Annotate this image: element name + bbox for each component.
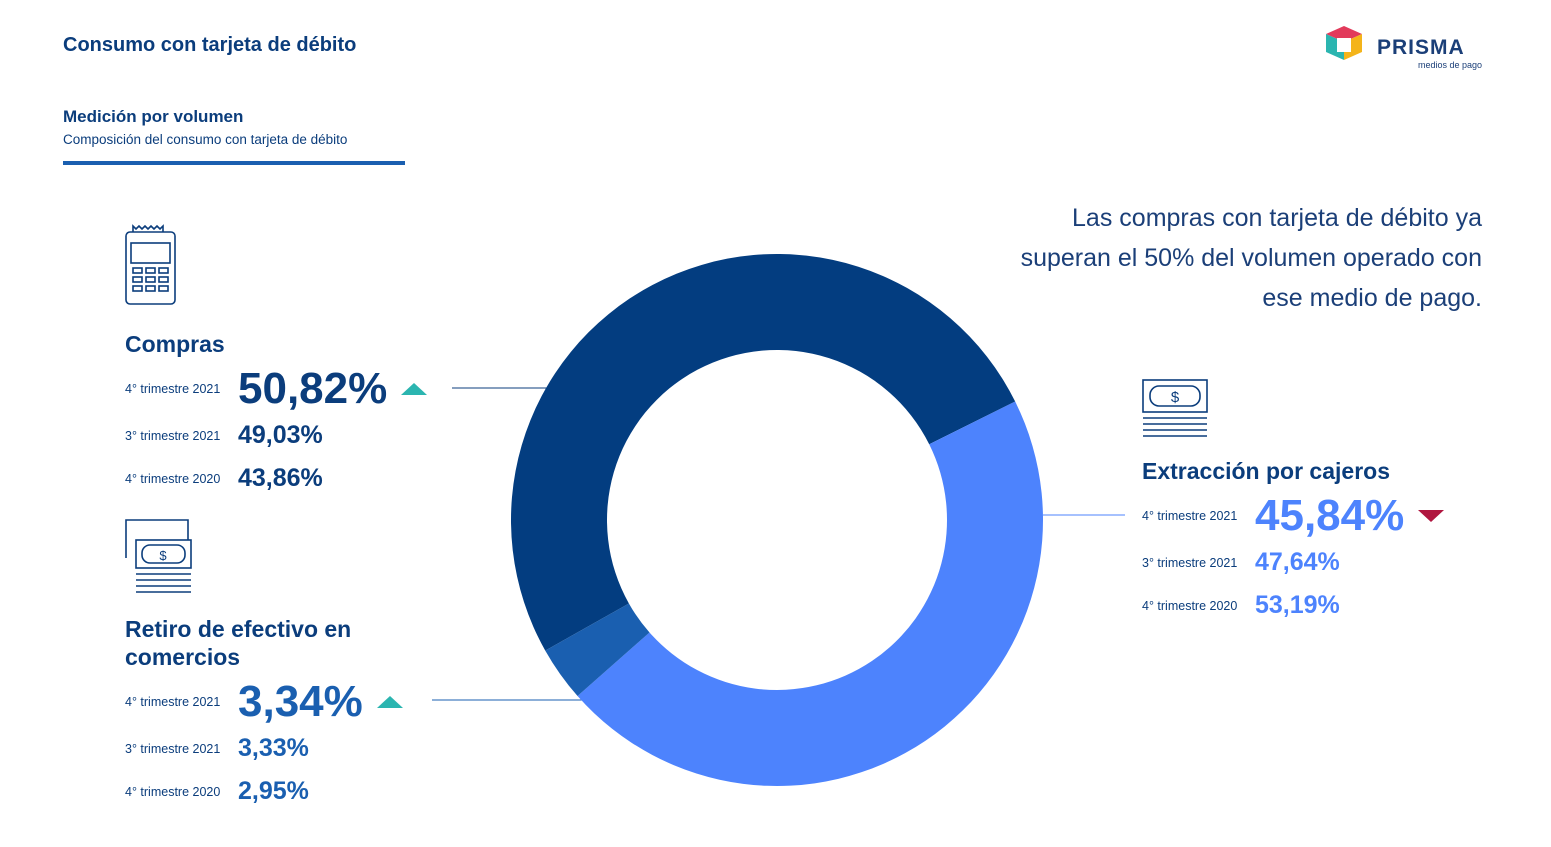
value-label: 43,86% — [238, 464, 323, 492]
value-row: 3° trimestre 2021 47,64% — [1142, 541, 1444, 584]
value-row: 4° trimestre 2021 3,34% — [125, 677, 403, 727]
value-label: 50,82% — [238, 364, 388, 413]
category-group: Compras 4° trimestre 2021 50,82% 3° trimest… — [125, 330, 428, 500]
icon-glyph: $ — [159, 548, 167, 563]
category-label: Compras — [125, 331, 225, 357]
value-label: 49,03% — [238, 421, 323, 449]
category-label: Extracción por cajeros — [1142, 458, 1390, 484]
value-row: 4° trimestre 2021 50,82% — [125, 364, 428, 414]
period-label: 4° trimestre 2021 — [125, 695, 221, 709]
value-label: 45,84% — [1255, 491, 1405, 540]
icon-glyph: $ — [1171, 389, 1180, 406]
logo-name: PRISMA — [1377, 36, 1465, 59]
donut-segment — [510, 253, 1016, 651]
value-row: 4° trimestre 2020 2,95% — [125, 770, 403, 813]
category-group: Retiro de efectivo en comercios 4° trimes… — [125, 615, 403, 813]
trend-arrow — [401, 383, 428, 395]
period-label: 3° trimestre 2021 — [1142, 555, 1238, 570]
donut-segment — [545, 603, 650, 696]
value-label: 3,34% — [238, 677, 363, 726]
value-row: 3° trimestre 2021 49,03% — [125, 414, 427, 457]
value-label: 2,95% — [238, 777, 309, 805]
trend-arrow — [376, 696, 403, 708]
value-row: 4° trimestre 2020 43,86% — [125, 457, 427, 500]
value-label: 3,33% — [238, 734, 309, 762]
category-group: Extracción por cajeros 4° trimestre 2021 4… — [1142, 457, 1445, 627]
title: Consumo con tarjeta de débito — [63, 34, 357, 56]
value-row: 3° trimestre 2021 3,33% — [125, 727, 403, 770]
period-label: 4° trimestre 2020 — [125, 784, 221, 799]
period-label: 3° trimestre 2021 — [125, 741, 221, 756]
period-label: 4° trimestre 2020 — [1142, 598, 1238, 613]
category-label: Retiro de efectivo en comercios — [125, 616, 352, 670]
logo-mark — [1326, 26, 1362, 60]
logo-tagline: medios de pago — [1418, 60, 1483, 70]
note: Las compras con tarjeta de débito ya sup… — [1020, 204, 1482, 312]
period-label: 4° trimestre 2021 — [1142, 509, 1238, 523]
cash-icon — [125, 519, 192, 593]
pos-icon — [125, 224, 176, 305]
value-label: 53,19% — [1255, 591, 1340, 619]
trend-arrow — [1418, 510, 1445, 522]
donut-segment — [577, 401, 1044, 787]
period-label: 4° trimestre 2020 — [125, 471, 221, 486]
rule — [63, 161, 405, 165]
value-row: 4° trimestre 2021 45,84% — [1142, 491, 1445, 541]
heading: Medición por volumen — [63, 107, 244, 126]
value-label: 47,64% — [1255, 548, 1340, 576]
value-row: 4° trimestre 2020 53,19% — [1142, 584, 1444, 627]
bill-icon — [1142, 379, 1208, 437]
subheading: Composición del consumo con tarjeta de d… — [63, 132, 348, 147]
period-label: 4° trimestre 2021 — [125, 382, 221, 396]
period-label: 3° trimestre 2021 — [125, 428, 221, 443]
